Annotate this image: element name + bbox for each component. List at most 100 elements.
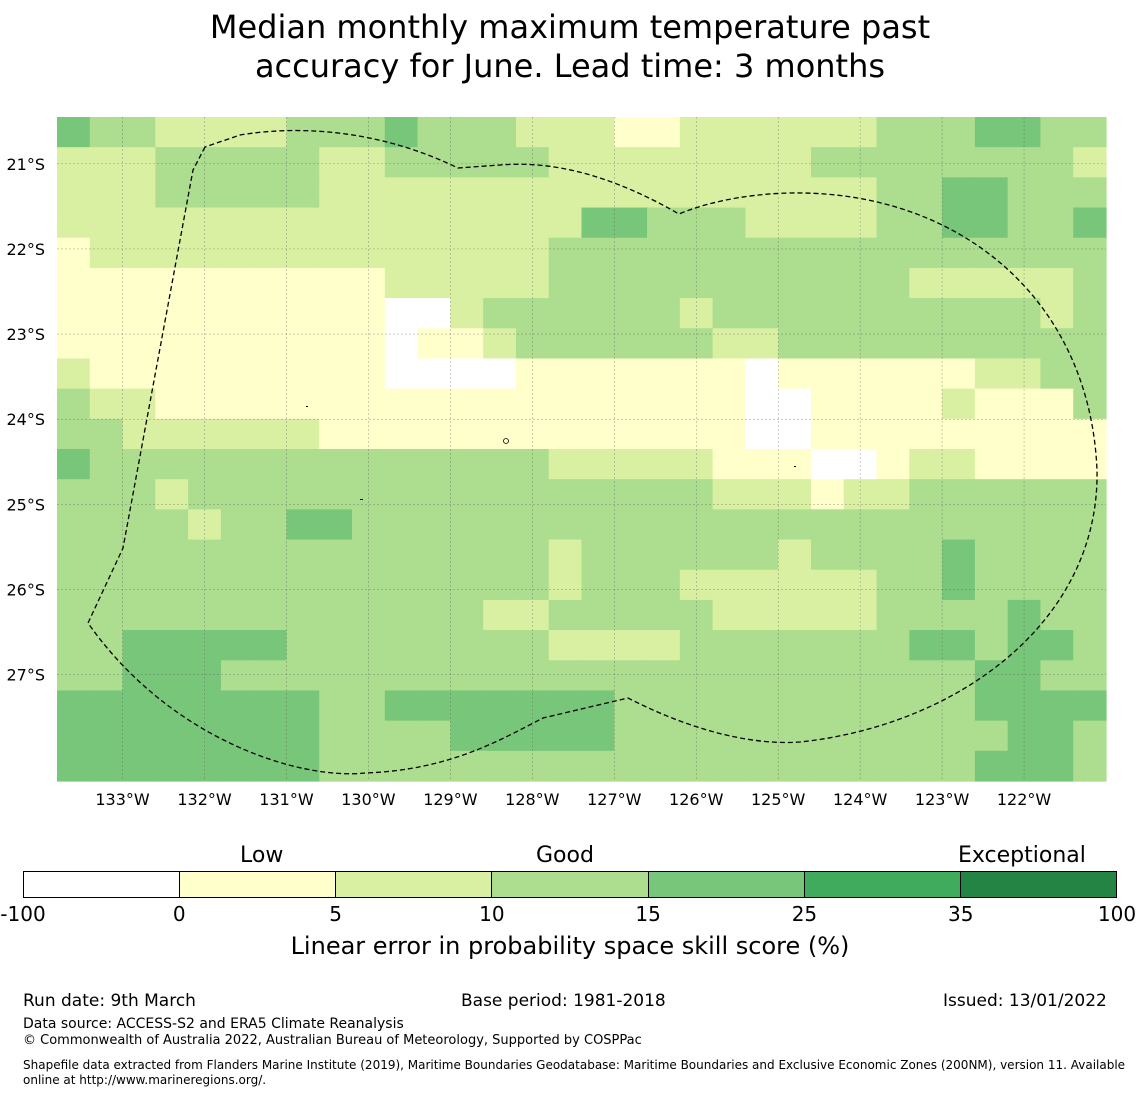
grid-cell [220,539,255,571]
grid-cell [57,267,91,299]
grid-cell [352,539,386,571]
island-outline [503,438,509,444]
grid-cell [974,177,1009,209]
grid-cell [909,599,943,631]
grid-cell [1073,147,1107,178]
grid-cell [286,267,320,299]
grid-cell [712,267,747,299]
grid-cell [679,509,714,541]
grid-cell [319,267,353,299]
grid-cell [876,690,910,722]
lat-tick-label: 24°S [6,410,45,429]
grid-cell [417,298,451,329]
data-source: Data source: ACCESS-S2 and ERA5 Climate … [23,1016,404,1032]
grid-cell [679,117,714,148]
grid-cell [614,207,648,239]
grid-cell [352,328,386,360]
grid-cell [57,630,91,661]
grid-cell [745,298,779,329]
grid-cell [876,267,910,299]
grid-cell [679,539,714,571]
grid-cell [352,479,386,510]
grid-cell [778,690,812,722]
island-dot [360,499,363,500]
grid-cell [515,720,550,752]
grid-cell [384,207,419,239]
grid-cell [57,449,91,480]
grid-cell [843,267,878,299]
grid-cell [319,207,353,239]
grid-cell [1007,539,1042,571]
grid-cell [745,147,779,178]
grid-cell [581,117,615,148]
grid-cell [286,418,320,450]
grid-cell [876,750,910,782]
grid-cell [810,418,845,450]
grid-cell [548,569,583,601]
grid-cell [1073,449,1107,480]
grid-cell [57,660,91,692]
grid-cell [220,509,255,541]
grid-cell [220,298,255,329]
grid-cell [909,539,943,571]
grid-cell [581,418,615,450]
grid-cell [810,298,845,329]
grid-cell [384,237,419,269]
grid-cell [581,358,615,390]
lat-tick-label: 27°S [6,666,45,685]
grid-cell [483,177,517,209]
grid-cell [89,177,124,209]
grid-cell [581,177,615,209]
grid-cell [679,207,714,239]
grid-cell [122,418,156,450]
grid-cell [679,660,714,692]
grid-cell [909,237,943,269]
grid-cell [647,569,681,601]
grid-cell [417,388,451,420]
grid-cell [188,599,222,631]
grid-cell [515,147,550,178]
grid-cell [712,117,747,148]
grid-cell [810,509,845,541]
colorbar-segment [803,872,960,897]
grid-cell [679,298,714,329]
grid-cell [155,630,189,661]
grid-cell [876,388,910,420]
grid-cell [188,237,222,269]
grid-cell [188,449,222,480]
colorbar-tick-label: 5 [329,902,342,926]
grid-cell [1007,117,1042,148]
grid-cell [548,117,583,148]
grid-cell [450,569,484,601]
grid-cell [876,720,910,752]
grid-cell [122,237,156,269]
grid-cell [384,630,419,661]
grid-cell [1040,690,1074,722]
grid-cell [155,449,189,480]
grid-cell [450,358,484,390]
grid-cell [253,599,288,631]
grid-cell [352,690,386,722]
grid-cell [253,509,288,541]
grid-cell [745,720,779,752]
grid-cell [909,509,943,541]
grid-cell [942,237,976,269]
grid-cell [876,630,910,661]
grid-cell [286,660,320,692]
grid-cell [548,690,583,722]
grid-cell [974,660,1009,692]
grid-cell [614,720,648,752]
grid-cell [122,267,156,299]
grid-cell [909,750,943,782]
grid-cell [188,147,222,178]
grid-cell [57,388,91,420]
grid-cell [89,539,124,571]
grid-cell [1073,599,1107,631]
grid-cell [57,720,91,752]
grid-cell [450,539,484,571]
grid-cell [778,358,812,390]
grid-cell [647,539,681,571]
grid-cell [89,237,124,269]
grid-cell [548,207,583,239]
grid-cell [1073,177,1107,209]
